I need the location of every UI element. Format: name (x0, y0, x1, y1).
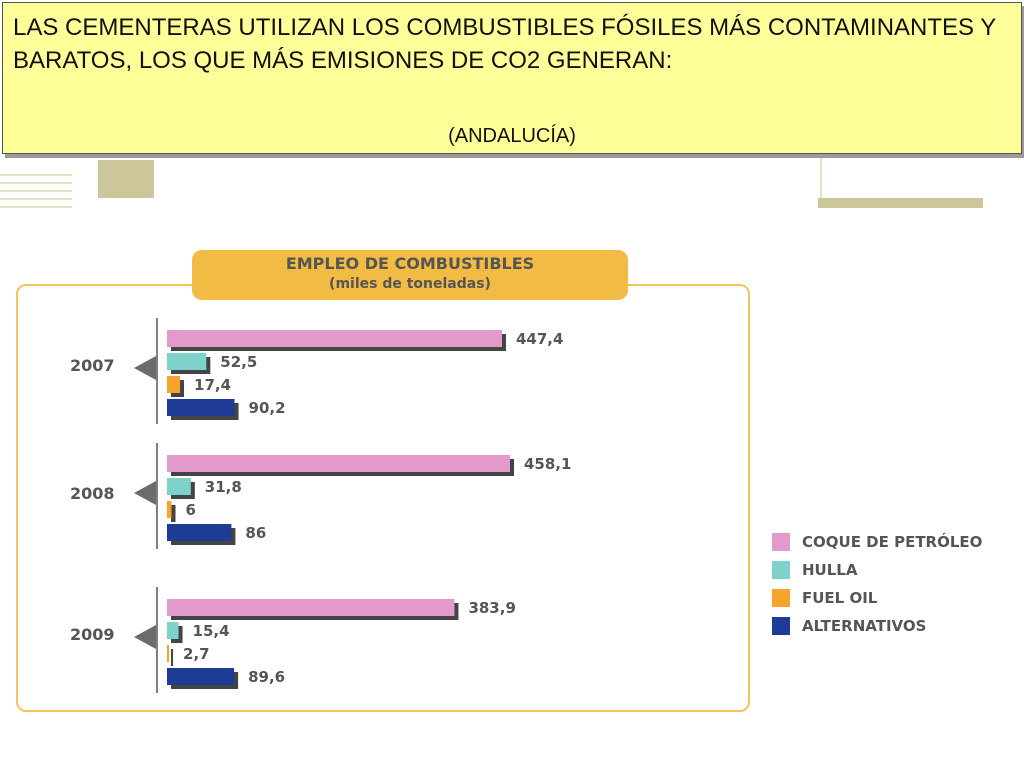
year-pointer-2008 (134, 481, 156, 505)
value-label-coque-de-petróleo-2008: 458,1 (524, 455, 571, 473)
bar-alternativos-2007 (167, 399, 235, 416)
bar-hulla-2008 (167, 478, 191, 495)
year-label-2007: 2007 (70, 356, 115, 375)
bar-coque-de-petróleo-2007 (167, 330, 502, 347)
legend-swatch-alternativos (772, 617, 790, 635)
legend-item-alternativos: ALTERNATIVOS (772, 612, 982, 640)
legend-label-alternativos: ALTERNATIVOS (802, 617, 927, 635)
legend-item-fuel-oil: FUEL OIL (772, 584, 982, 612)
chart-legend: COQUE DE PETRÓLEO HULLA FUEL OIL ALTERNA… (772, 528, 982, 640)
decorative-square (98, 160, 154, 198)
bar-shadow-fuel-oil-2009 (171, 649, 174, 666)
value-label-hulla-2009: 15,4 (193, 622, 230, 640)
value-label-fuel-oil-2007: 17,4 (194, 376, 231, 394)
bar-shadow-fuel-oil-2008 (171, 505, 176, 522)
value-label-alternativos-2009: 89,6 (248, 668, 285, 686)
value-label-alternativos-2008: 86 (245, 524, 266, 542)
value-label-coque-de-petróleo-2007: 447,4 (516, 330, 563, 348)
chart-title: EMPLEO DE COMBUSTIBLES (285, 254, 535, 273)
header-title: LAS CEMENTERAS UTILIZAN LOS COMBUSTIBLES… (13, 14, 996, 74)
chart-title-box: EMPLEO DE COMBUSTIBLES (miles de tonelad… (192, 250, 628, 300)
value-label-alternativos-2007: 90,2 (249, 399, 286, 417)
legend-swatch-fuel-oil (772, 589, 790, 607)
decorative-line (0, 190, 72, 192)
decorative-vertical-line (820, 158, 822, 198)
legend-label-coque: COQUE DE PETRÓLEO (802, 533, 983, 551)
bar-coque-de-petróleo-2009 (167, 599, 455, 616)
year-label-2008: 2008 (70, 484, 115, 503)
bar-hulla-2009 (167, 622, 179, 639)
decorative-line (0, 206, 72, 208)
bar-fuel-oil-2009 (167, 645, 170, 662)
bar-hulla-2007 (167, 353, 207, 370)
header-box: LAS CEMENTERAS UTILIZAN LOS COMBUSTIBLES… (2, 2, 1022, 154)
legend-item-coque: COQUE DE PETRÓLEO (772, 528, 982, 556)
legend-label-fuel-oil: FUEL OIL (802, 589, 878, 607)
decorative-bar (818, 198, 983, 208)
value-label-fuel-oil-2009: 2,7 (183, 645, 210, 663)
value-label-fuel-oil-2008: 6 (185, 501, 195, 519)
bar-alternativos-2009 (167, 668, 235, 685)
chart-subtitle: (miles de toneladas) (329, 276, 491, 292)
bar-alternativos-2008 (167, 524, 232, 541)
legend-item-hulla: HULLA (772, 556, 982, 584)
value-label-coque-de-petróleo-2009: 383,9 (468, 599, 515, 617)
chart-frame (16, 284, 750, 712)
value-label-hulla-2008: 31,8 (205, 478, 242, 496)
legend-label-hulla: HULLA (802, 561, 858, 579)
bar-coque-de-petróleo-2008 (167, 455, 511, 472)
decorative-line (0, 198, 72, 200)
bar-fuel-oil-2008 (167, 501, 172, 518)
value-label-hulla-2007: 52,5 (220, 353, 257, 371)
decorative-line (0, 182, 72, 184)
bar-fuel-oil-2007 (167, 376, 181, 393)
year-pointer-2009 (134, 625, 156, 649)
legend-swatch-hulla (772, 561, 790, 579)
legend-swatch-coque (772, 533, 790, 551)
header-region: (ANDALUCÍA) (448, 125, 576, 147)
decorative-line (0, 174, 72, 176)
year-label-2009: 2009 (70, 625, 115, 644)
year-pointer-2007 (134, 356, 156, 380)
